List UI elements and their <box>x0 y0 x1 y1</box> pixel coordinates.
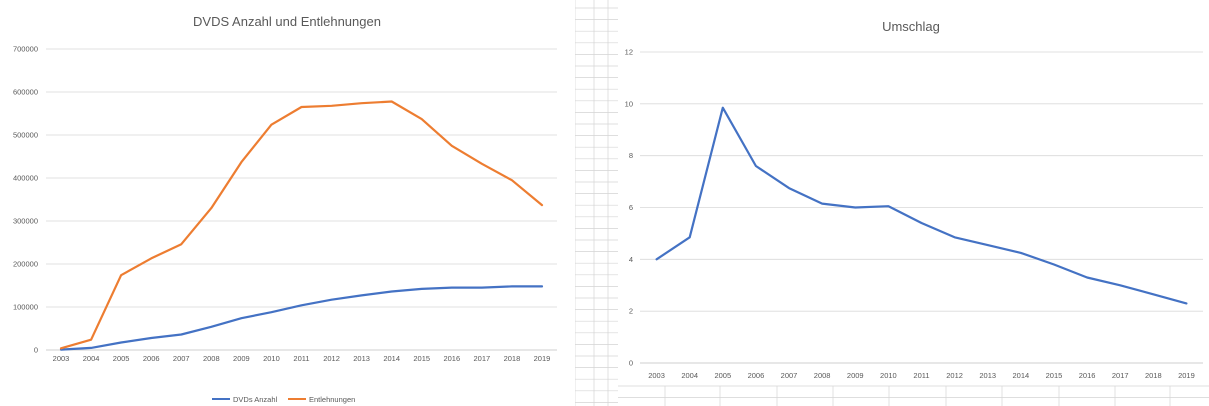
chart1-x-tick: 2015 <box>413 354 430 363</box>
chart2-y-tick: 10 <box>625 99 633 108</box>
chart2-area <box>618 10 1206 384</box>
chart1-x-tick: 2017 <box>474 354 491 363</box>
chart1-y-tick: 200000 <box>13 260 38 269</box>
chart2-series-line-0 <box>655 106 1188 305</box>
chart2-y-tick: 6 <box>629 203 633 212</box>
chart1-y-tick: 0 <box>34 346 38 355</box>
chart2-x-tick: 2013 <box>979 371 996 380</box>
chart1-y-tick: 400000 <box>13 174 38 183</box>
chart2-series-lines <box>655 106 1188 305</box>
legend-label-dvds-anzahl: DVDs Anzahl <box>233 395 278 404</box>
chart1-y-tick: 300000 <box>13 217 38 226</box>
chart1-title: DVDS Anzahl und Entlehnungen <box>193 14 381 29</box>
chart2-x-tick: 2003 <box>648 371 665 380</box>
chart2-x-tick: 2005 <box>714 371 731 380</box>
chart1-legend: DVDs Anzahl Entlehnungen <box>212 395 355 404</box>
chart2-x-tick: 2008 <box>814 371 831 380</box>
chart2-x-tick: 2009 <box>847 371 864 380</box>
chart2-x-tick: 2017 <box>1112 371 1129 380</box>
chart1-x-tick: 2005 <box>113 354 130 363</box>
chart2-y-tick: 12 <box>625 48 633 57</box>
chart2-x-tick: 2006 <box>748 371 765 380</box>
chart1-x-tick-labels: 2003 2004 2005 2006 2007 2008 2009 2010 2011 2012… <box>53 354 551 363</box>
chart2-x-tick: 2016 <box>1079 371 1096 380</box>
chart1-x-tick: 2007 <box>173 354 190 363</box>
chart1-series-line-1 <box>59 100 544 350</box>
chart2-x-tick: 2012 <box>946 371 963 380</box>
chart2-gridlines <box>640 51 1203 364</box>
chart1-x-tick: 2016 <box>443 354 460 363</box>
spreadsheet-gridlines <box>574 0 1209 406</box>
chart1-y-tick: 100000 <box>13 303 38 312</box>
chart2-y-tick: 8 <box>629 151 633 160</box>
chart1-x-tick: 2019 <box>534 354 551 363</box>
chart2-x-tick-labels: 2003 2004 2005 2006 2007 2008 2009 2010 2011 2012… <box>648 371 1195 380</box>
chart2-x-tick: 2010 <box>880 371 897 380</box>
chart1-x-tick: 2014 <box>383 354 400 363</box>
chart1-series-lines <box>59 100 544 351</box>
chart1-x-tick: 2009 <box>233 354 250 363</box>
chart1-x-tick: 2018 <box>504 354 521 363</box>
chart2-y-tick: 4 <box>629 255 633 264</box>
chart1-x-tick: 2013 <box>353 354 370 363</box>
chart2-x-tick: 2018 <box>1145 371 1162 380</box>
chart1-y-tick-labels: 0 100000 200000 300000 400000 500000 600000 700… <box>13 45 38 355</box>
chart2-x-tick: 2015 <box>1046 371 1063 380</box>
chart1-series-line-0 <box>59 285 544 351</box>
chart1-y-tick: 700000 <box>13 45 38 54</box>
chart1-x-tick: 2010 <box>263 354 280 363</box>
chart2-title: Umschlag <box>882 19 940 34</box>
chart1-y-tick: 600000 <box>13 88 38 97</box>
chart1-x-tick: 2011 <box>293 354 309 363</box>
chart1-y-tick: 500000 <box>13 131 38 140</box>
chart1-gridlines <box>46 48 557 351</box>
chart2-x-tick: 2011 <box>913 371 929 380</box>
chart2-y-tick: 0 <box>629 359 633 368</box>
chart1-x-tick: 2012 <box>323 354 340 363</box>
chart1-x-tick: 2006 <box>143 354 160 363</box>
chart2-x-tick: 2007 <box>781 371 798 380</box>
chart1-x-tick: 2003 <box>53 354 70 363</box>
chart2-x-tick: 2014 <box>1013 371 1030 380</box>
chart1-x-tick: 2004 <box>83 354 100 363</box>
chart1-area <box>0 0 575 406</box>
legend-label-entlehnungen: Entlehnungen <box>309 395 355 404</box>
chart2-x-tick: 2019 <box>1178 371 1195 380</box>
chart2-y-tick-labels: 0 2 4 6 8 10 12 <box>625 48 633 368</box>
chart2-y-tick: 2 <box>629 307 633 316</box>
chart2-x-tick: 2004 <box>681 371 698 380</box>
chart-dvds-anzahl-entlehnungen[interactable]: DVDS Anzahl und Entlehnungen 0 100000 2000… <box>0 0 575 406</box>
chart1-x-tick: 2008 <box>203 354 220 363</box>
